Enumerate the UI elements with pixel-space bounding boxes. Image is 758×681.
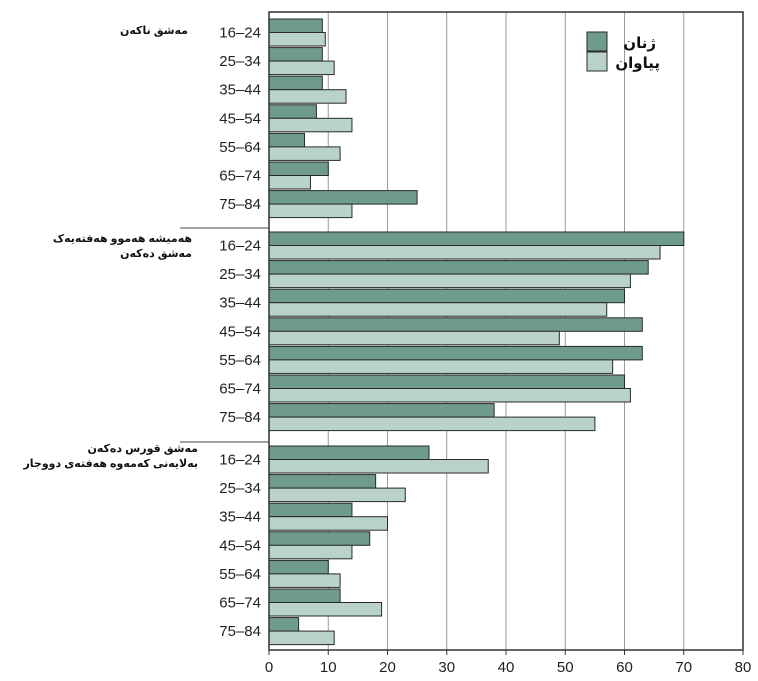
age-label: 75–84	[219, 409, 261, 426]
bar-men	[268, 516, 388, 531]
bar-women	[268, 403, 495, 418]
x-tick-label: 80	[735, 659, 752, 676]
bar-men	[268, 630, 335, 646]
group-labels: مەشق ناکەن هەمیشە هەموو هەفتەیەک مەشق دەکە…	[22, 25, 198, 470]
bar-women	[268, 231, 685, 246]
bar-men	[268, 60, 335, 76]
group-label: مەشق ناکەن	[120, 25, 188, 37]
bar-women	[268, 104, 317, 119]
bar-women	[268, 588, 341, 603]
bar-men	[268, 32, 326, 47]
bar-women	[268, 474, 377, 489]
age-label: 35–44	[219, 295, 261, 312]
bar-men	[268, 146, 341, 161]
age-label: 75–84	[219, 623, 261, 640]
bar-men	[268, 602, 383, 617]
bar-women	[268, 18, 323, 33]
x-tick-label: 20	[379, 659, 396, 676]
age-label: 25–34	[219, 53, 261, 70]
age-label: 45–54	[219, 110, 261, 127]
x-tick-label: 50	[557, 659, 574, 676]
bar-men	[268, 245, 661, 260]
legend-label-men: پیاوان	[615, 55, 660, 73]
bar-men	[268, 544, 353, 560]
age-label: 35–44	[219, 82, 261, 99]
bar-women	[268, 161, 329, 176]
x-tick-label: 60	[616, 659, 633, 676]
x-tick-label: 70	[675, 659, 692, 676]
x-tick-label: 10	[320, 659, 337, 676]
legend-swatch-men	[586, 51, 608, 72]
bars	[268, 18, 685, 646]
age-label: 25–34	[219, 266, 261, 283]
bar-men	[268, 359, 614, 374]
bar-men	[268, 203, 353, 219]
age-label: 16–24	[219, 452, 261, 469]
bar-women	[268, 502, 353, 518]
x-tick-label: 40	[498, 659, 515, 676]
bar-men	[268, 388, 631, 403]
group-label: مەشق قورس دەکەن	[87, 443, 198, 455]
bar-women	[268, 260, 649, 275]
x-tick-label: 0	[265, 659, 273, 676]
bar-men	[268, 89, 347, 104]
legend-swatch-women	[586, 31, 608, 52]
bar-women	[268, 374, 625, 389]
bar-men	[268, 459, 489, 474]
bar-women	[268, 445, 430, 460]
group-label: هەمیشە هەموو هەفتەیەک	[53, 233, 192, 245]
bar-women	[268, 132, 306, 148]
legend-label-women: ژنان	[623, 35, 656, 52]
age-label: 35–44	[219, 509, 261, 526]
age-label: 65–74	[219, 381, 261, 398]
age-label: 16–24	[219, 25, 261, 42]
group-label: بەلایەنی کەمەوە هەفتەی دووجار	[22, 458, 198, 470]
age-label: 55–64	[219, 566, 261, 583]
bar-women	[268, 47, 323, 62]
bar-women	[268, 531, 371, 546]
age-label: 45–54	[219, 537, 261, 554]
age-labels: 16–24 25–34 35–44 45–54 55–64 65–74 75–84 16–24…	[219, 25, 261, 641]
group-separators	[180, 227, 269, 443]
x-tick-label: 30	[438, 659, 455, 676]
legend: ژنان پیاوان	[586, 31, 660, 73]
bar-women	[268, 190, 418, 205]
age-label: 75–84	[219, 196, 261, 213]
bar-women	[268, 317, 643, 332]
age-label: 25–34	[219, 480, 261, 497]
bar-men	[268, 302, 608, 317]
age-label: 16–24	[219, 238, 261, 255]
age-label: 45–54	[219, 323, 261, 340]
age-label: 65–74	[219, 168, 261, 185]
x-tick-labels: 0 10 20 30 40 50 60 70 80	[265, 650, 752, 676]
age-label: 55–64	[219, 352, 261, 369]
bar-men	[268, 330, 560, 346]
bar-women	[268, 345, 643, 361]
bar-women	[268, 617, 300, 632]
bar-men	[268, 175, 311, 190]
bar-men	[268, 273, 631, 289]
bar-women	[268, 75, 323, 91]
bar-women	[268, 288, 625, 304]
plot-frame	[268, 11, 744, 651]
bar-men	[268, 416, 596, 432]
bar-women	[268, 559, 329, 575]
group-label: مەشق دەکەن	[120, 248, 192, 260]
bar-men	[268, 117, 353, 133]
bar-men	[268, 487, 406, 503]
bar-men	[268, 573, 341, 588]
age-label: 55–64	[219, 139, 261, 156]
age-label: 65–74	[219, 595, 261, 612]
